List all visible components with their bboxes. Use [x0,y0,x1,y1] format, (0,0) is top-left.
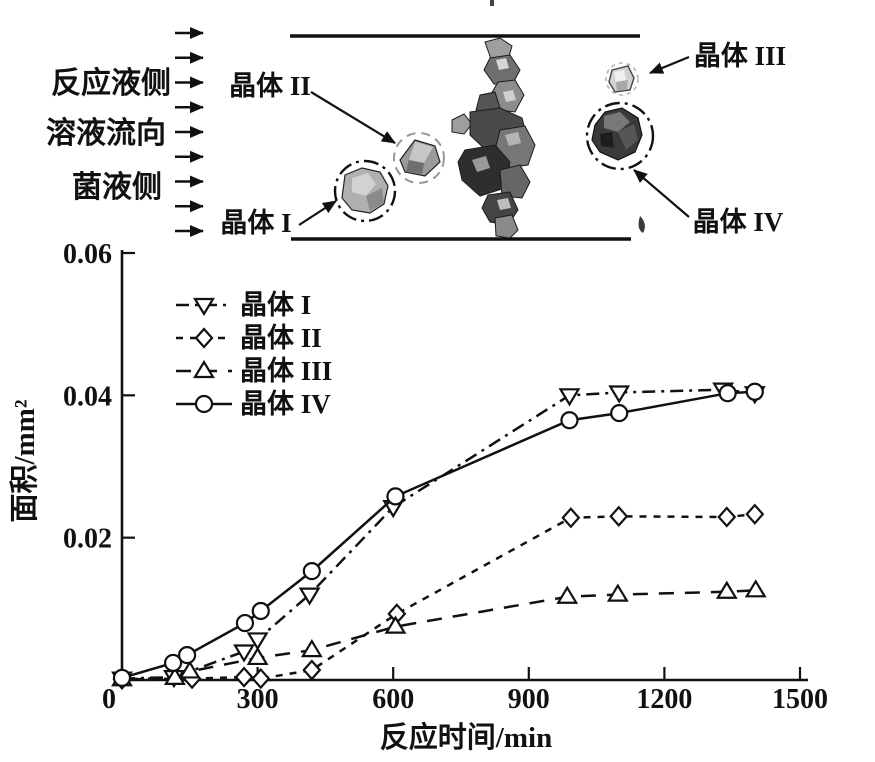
x-tick-label: 900 [508,684,550,715]
series-4-line [121,390,755,680]
flow-arrows [175,27,204,237]
diamond-marker [745,503,765,525]
series-4 [112,382,764,687]
crystal-4-image [585,101,655,171]
crystal-4-label: 晶体 IV [693,207,784,237]
circle-marker [610,404,629,423]
y-tick-label: 0.04 [63,381,112,412]
crystal-1-label: 晶体 I [220,208,291,238]
side-label-flow-direction: 溶液流向 [46,116,166,150]
crystal-3-image [605,62,639,96]
x-axis-title: 反应时间/min [380,720,552,754]
legend-label: 晶体 III [240,356,332,386]
triangle-down-marker [233,644,255,663]
legend-row-3: 晶体 III [176,356,332,386]
triangle-down-marker [608,385,631,404]
y-axis-title: 面积/mm² [8,399,41,522]
circle-marker [177,645,197,665]
triangle-up-marker [178,660,201,679]
triangle-up-marker [744,579,767,598]
legend-label: 晶体 I [240,290,311,320]
x-tick-label: 1200 [636,684,692,715]
circle-marker [386,487,405,506]
cropped-caption-fragment [490,0,494,6]
triangle-up-marker [300,638,323,658]
diamond-marker [561,507,581,529]
diamond-marker [302,659,322,681]
circle-marker [302,562,321,581]
circle-marker [718,384,737,403]
triangle-up-marker [606,583,629,602]
legend-label: 晶体 IV [240,389,331,419]
triangle-up-marker [193,359,215,379]
triangle-up-marker [163,666,186,685]
y-tick-label: 0.02 [63,524,112,555]
x-tick-label: 600 [372,684,414,715]
circle-marker [560,411,579,430]
crystal-2-pointer-arrow [310,91,396,144]
area-vs-time-chart: 0 300 600 900 1200 1500 0.020.040.06 晶体 I晶体 I… [8,239,828,754]
circle-marker [163,653,183,673]
circle-marker [235,613,255,633]
x-tick-label: 1500 [772,684,828,715]
crystal-1-circle [333,159,397,223]
crystal-2-circle [393,132,445,184]
triangle-down-marker [298,587,321,606]
triangle-down-marker [246,632,269,651]
series-2-line [121,512,755,681]
triangle-down-marker [558,388,581,407]
diamond-marker [251,667,271,690]
y-tick-label: 0.06 [63,239,112,270]
crystal-4-pointer-arrow [633,169,690,218]
crystal-3-circle [605,62,639,96]
circle-marker [745,382,764,401]
diamond-marker [234,666,254,688]
legend-row-2: 晶体 II [176,323,322,353]
diamond-marker [609,505,629,527]
triangle-down-marker [193,297,215,317]
triangle-up-marker [715,580,738,599]
triangle-up-marker [556,585,579,604]
circle-marker [251,601,270,621]
x-tick-label: 0 [102,684,116,715]
crystal-3-pointer-arrow [649,55,690,75]
series-1-line [121,388,755,680]
side-label-reaction-liquid: 反应液侧 [51,66,171,100]
crystal-2-label: 晶体 II [229,71,311,101]
diamond-marker [717,506,737,528]
triangle-up-marker [246,646,269,666]
series-3-line [121,589,756,681]
series-3 [111,579,767,687]
y-axis-ticks: 0.02 0.04 0.06 [63,239,135,555]
x-axis-ticks: 0 300 600 900 1200 1500 [102,667,828,715]
x-tick-label: 300 [237,684,279,715]
diamond-marker [194,327,214,349]
small-crystal-fragment-image [638,216,645,233]
crystal-3-label: 晶体 III [694,41,786,71]
microchannel-diagram: 反应液侧 溶液流向 菌液侧 [46,0,786,241]
crystal-1-image [333,159,397,223]
legend-label: 晶体 II [240,323,322,353]
circle-marker [194,394,214,414]
crystal-cluster-image [451,37,536,239]
legend-row-4: 晶体 IV [176,389,331,419]
side-label-bacteria-liquid: 菌液侧 [72,171,162,204]
crystal-2-image [393,132,445,184]
data-series [111,382,767,690]
crystal-4-circle [585,101,655,171]
triangle-up-marker [384,615,407,634]
legend-row-1: 晶体 I [176,290,311,320]
crystal-1-pointer-arrow [298,200,337,226]
series-2 [112,503,765,690]
circle-marker [112,668,132,687]
